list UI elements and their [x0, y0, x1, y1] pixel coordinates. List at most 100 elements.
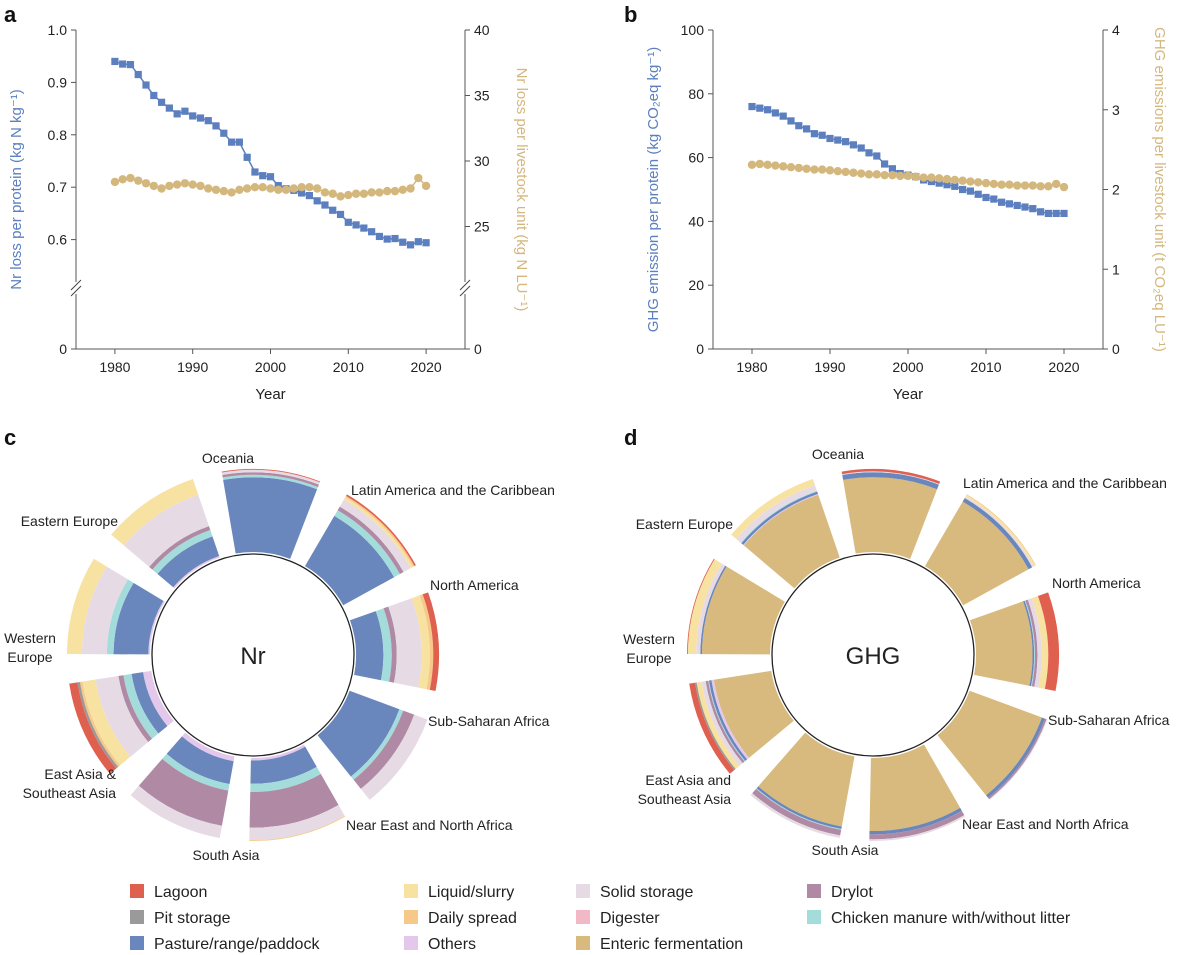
data-point-circle: [864, 170, 874, 179]
y-tick-label-left: 40: [688, 213, 704, 229]
segment-daily-spread: [419, 594, 434, 690]
segment-solid-storage: [701, 681, 743, 766]
y-tick-label-left: 1.0: [48, 22, 68, 38]
data-point-square: [150, 91, 158, 100]
data-point-square: [1029, 205, 1037, 213]
segment-solid-storage: [221, 469, 320, 485]
y-axis-label-right: Nr loss per livestock unit (kg N LU⁻¹): [513, 68, 530, 312]
segment-pasture: [986, 717, 1046, 798]
region-label: Eastern Europe: [636, 516, 733, 532]
data-point-circle: [406, 184, 415, 193]
data-point-square: [959, 185, 967, 194]
y-tick-label-left: 0.6: [48, 232, 68, 248]
y-tick-label-right: 25: [474, 219, 490, 235]
data-point-circle: [196, 181, 205, 191]
data-point-circle: [966, 177, 975, 186]
segment-solid-storage: [95, 675, 149, 757]
region-label: Southeast Asia: [638, 791, 732, 807]
data-point-square: [787, 117, 795, 125]
segment-solid-storage: [249, 805, 345, 841]
data-point-circle: [344, 190, 353, 200]
segment-drylot: [138, 758, 229, 826]
segment-chicken: [162, 753, 230, 791]
data-point-square: [259, 172, 267, 180]
data-point-circle: [1028, 181, 1038, 190]
data-point-circle: [383, 186, 392, 196]
center-label: GHG: [846, 643, 901, 670]
legend: Lagoon Pit storage Pasture/range/paddock Li…: [130, 884, 1071, 953]
data-point-square: [173, 110, 181, 118]
data-point-circle: [398, 185, 407, 195]
data-point-square: [966, 187, 974, 195]
segment-enteric: [869, 744, 961, 832]
region-label: Oceania: [812, 446, 864, 462]
segment-drylot: [869, 810, 965, 840]
y-tick-label-left: 80: [688, 86, 704, 102]
segment-drylot: [705, 680, 745, 764]
legend-swatch-lagoon: [130, 884, 144, 898]
data-point-circle: [211, 185, 221, 195]
data-point-circle: [242, 184, 252, 193]
segment-enteric: [969, 601, 1033, 686]
x-tick-label: 1990: [814, 359, 845, 375]
y-tick-label-left: 0.7: [48, 179, 68, 195]
data-point-circle: [997, 180, 1006, 189]
y-axis-label-right: GHG emissions per livestock unit (t CO₂e…: [1151, 27, 1168, 352]
data-point-square: [834, 136, 842, 144]
y-tick-label-right: 30: [474, 153, 490, 169]
data-point-circle: [1036, 182, 1045, 191]
data-point-circle: [911, 172, 920, 181]
segment-liquid-slurry: [67, 558, 107, 655]
segment-others: [181, 732, 235, 762]
data-point-square: [857, 144, 865, 152]
panel-letter-a: a: [4, 2, 17, 27]
data-point-square: [305, 191, 313, 200]
data-point-square: [779, 112, 787, 120]
data-point-circle: [974, 178, 983, 187]
y-tick-label-left: 20: [688, 277, 704, 293]
data-point-circle: [849, 168, 858, 177]
legend-swatch-digester: [576, 910, 590, 924]
legend-swatch-pit-storage: [130, 910, 144, 924]
region-label: Oceania: [202, 450, 254, 466]
panel-letter-d: d: [624, 425, 637, 450]
data-point-square: [235, 138, 243, 146]
segment-others: [143, 670, 174, 727]
data-point-square: [1044, 209, 1052, 218]
region-label: Near East and North Africa: [346, 817, 513, 833]
y-tick-label-left: 0: [696, 341, 704, 357]
axis-break-mark: [70, 279, 82, 291]
data-point-circle: [833, 166, 842, 176]
legend-swatch-daily-spread: [404, 910, 418, 924]
y-tick-label-left: 100: [681, 22, 705, 38]
segment-chicken: [123, 673, 159, 739]
data-point-square: [134, 70, 142, 79]
data-point-square: [414, 238, 422, 246]
region-label: Near East and North Africa: [962, 816, 1129, 832]
data-point-circle: [359, 189, 369, 198]
legend-swatch-drylot: [807, 884, 821, 898]
segment-chicken: [1024, 600, 1035, 687]
segment-enteric: [924, 501, 1029, 606]
segment-lagoon: [69, 682, 117, 774]
data-point-square: [321, 201, 329, 209]
segment-enteric: [843, 477, 938, 559]
segment-chicken: [350, 709, 404, 780]
data-point-square: [1060, 209, 1068, 218]
x-axis-label: Year: [255, 386, 285, 403]
segment-liquid-slurry: [111, 478, 199, 546]
region-label: East Asia &: [44, 766, 116, 782]
data-point-circle: [1020, 181, 1030, 190]
data-point-square: [196, 114, 205, 122]
region-label: North America: [1052, 575, 1141, 591]
data-point-square: [189, 112, 197, 120]
segment-solid-storage: [388, 598, 422, 688]
data-point-circle: [794, 163, 803, 173]
data-point-circle: [141, 179, 151, 188]
legend-swatch-enteric: [576, 936, 590, 950]
data-point-square: [298, 189, 306, 197]
data-point-square: [204, 117, 212, 125]
data-point-square: [873, 152, 881, 160]
data-point-square: [935, 179, 943, 187]
segment-chicken: [152, 530, 213, 574]
